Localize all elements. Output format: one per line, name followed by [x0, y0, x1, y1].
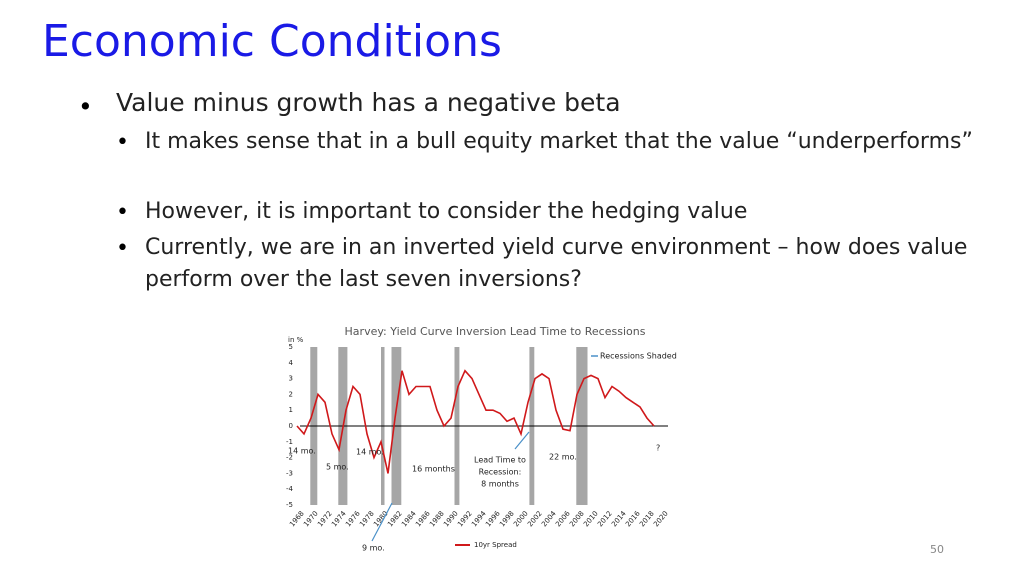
bullet-dot: •: [116, 130, 129, 155]
y-tick-label: -1: [286, 438, 293, 446]
annotation: 22 mo.: [549, 453, 577, 462]
recession-label: Recessions Shaded: [600, 352, 677, 361]
bullet-dot: •: [78, 92, 93, 121]
y-tick-label: -2: [286, 454, 293, 462]
series-line: [296, 369, 655, 474]
annotation: Recession:: [479, 468, 522, 477]
x-tick-label: 1972: [316, 510, 334, 529]
annotation: Lead Time to: [474, 456, 526, 465]
y-tick-label: 0: [289, 422, 293, 430]
x-tick-label: 2008: [568, 510, 586, 529]
x-tick-label: 1978: [358, 510, 376, 529]
y-tick-label: -4: [286, 485, 294, 493]
x-tick-label: 2002: [526, 510, 544, 529]
y-label: in %: [288, 336, 304, 344]
bullet: It makes sense that in a bull equity mar…: [145, 129, 973, 154]
y-tick-label: 1: [289, 406, 293, 414]
annotation: 14 mo.: [356, 448, 384, 457]
bullet-dot: •: [116, 236, 129, 261]
annotation: 5 mo.: [326, 463, 349, 472]
plot: -5-4-3-2-1012345196819701972197419761978…: [286, 343, 670, 528]
x-tick-label: 2000: [512, 510, 530, 529]
y-tick-label: 4: [289, 359, 294, 367]
x-tick-label: 2018: [638, 510, 656, 529]
annotation: 9 mo.: [362, 544, 385, 553]
slide-title: Economic Conditions: [42, 16, 502, 67]
x-tick-label: 2010: [582, 510, 600, 529]
bullet-dot: •: [116, 200, 129, 225]
y-tick-label: -5: [286, 501, 293, 509]
annotation: 14 mo.: [288, 447, 316, 456]
bullet: Value minus growth has a negative beta: [116, 88, 621, 117]
annotation: ?: [656, 444, 660, 453]
x-tick-label: 2020: [652, 510, 670, 529]
y-tick-label: 2: [289, 390, 293, 398]
x-tick-label: 1970: [302, 510, 320, 529]
y-tick-label: 5: [289, 343, 293, 351]
bullet: However, it is important to consider the…: [145, 199, 748, 224]
annotation: 8 months: [481, 480, 519, 489]
chart-title: Harvey: Yield Curve Inversion Lead Time …: [345, 325, 646, 338]
x-tick-label: 1990: [442, 510, 460, 529]
x-tick-label: 1968: [288, 510, 306, 529]
x-tick-label: 1998: [498, 510, 516, 529]
arrow: [371, 502, 393, 542]
annotation: 16 months: [412, 465, 455, 474]
arrow: [514, 431, 530, 450]
x-tick-label: 2012: [596, 510, 614, 529]
bullet: Currently, we are in an inverted yield c…: [145, 235, 968, 292]
x-tick-label: 1982: [386, 510, 404, 529]
y-tick-label: 3: [289, 375, 293, 383]
y-tick-label: -3: [286, 469, 293, 477]
x-tick-label: 1988: [428, 510, 446, 529]
x-tick-label: 1992: [456, 510, 474, 529]
page-number: 50: [930, 543, 944, 556]
legend-label: 10yr Spread: [474, 541, 517, 549]
